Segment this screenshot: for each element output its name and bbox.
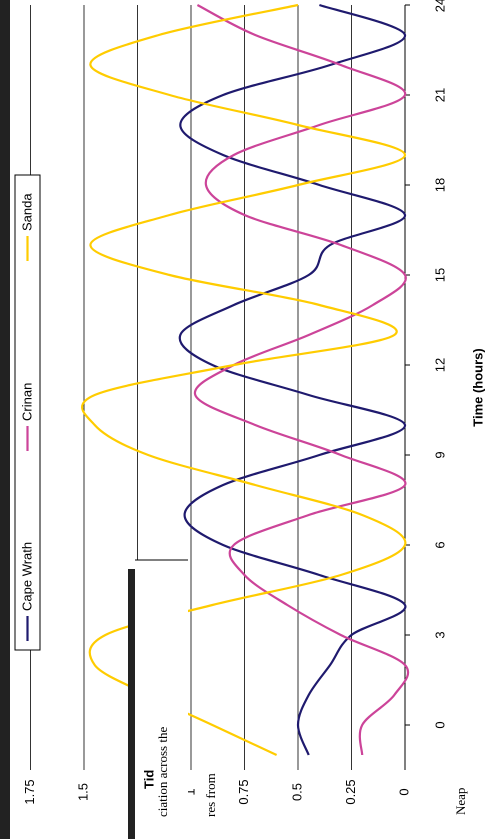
y-tick-label: 1.75 — [22, 779, 37, 804]
x-tick-label: 18 — [432, 178, 447, 192]
dark-band — [128, 569, 135, 839]
dark-strip — [0, 0, 10, 839]
x-tick-label: 6 — [432, 541, 447, 548]
y-tick-label: 0.75 — [236, 779, 251, 804]
legend-label: Cape Wrath — [19, 542, 34, 611]
legend-label: Sanda — [19, 193, 34, 231]
y-tick-label: 0 — [396, 788, 411, 795]
y-tick-label: 0.25 — [343, 779, 358, 804]
x-tick-label: 12 — [432, 358, 447, 372]
document-text: res from — [203, 773, 218, 817]
x-tick-label: 24 — [432, 0, 447, 12]
y-tick-label: 1.5 — [75, 783, 90, 801]
series-line — [180, 5, 406, 755]
legend-label: Crinan — [19, 383, 34, 421]
screenshot: 00.250.50.7511.251.51.7503691215182124Ti… — [0, 0, 495, 839]
x-tick-label: 9 — [432, 451, 447, 458]
x-axis-title: Time (hours) — [470, 348, 485, 427]
document-text: Neap — [453, 788, 468, 815]
x-tick-label: 21 — [432, 88, 447, 102]
x-tick-label: 0 — [432, 721, 447, 728]
document-text: ciation across the — [155, 727, 170, 817]
page: {"chart_data": {"type": "line", "x_label… — [0, 0, 495, 839]
y-tick-label: 0.5 — [289, 783, 304, 801]
x-tick-label: 3 — [432, 631, 447, 638]
series-line — [195, 5, 408, 755]
x-tick-label: 15 — [432, 268, 447, 282]
rotated-chart: 00.250.50.7511.251.51.7503691215182124Ti… — [15, 0, 485, 839]
